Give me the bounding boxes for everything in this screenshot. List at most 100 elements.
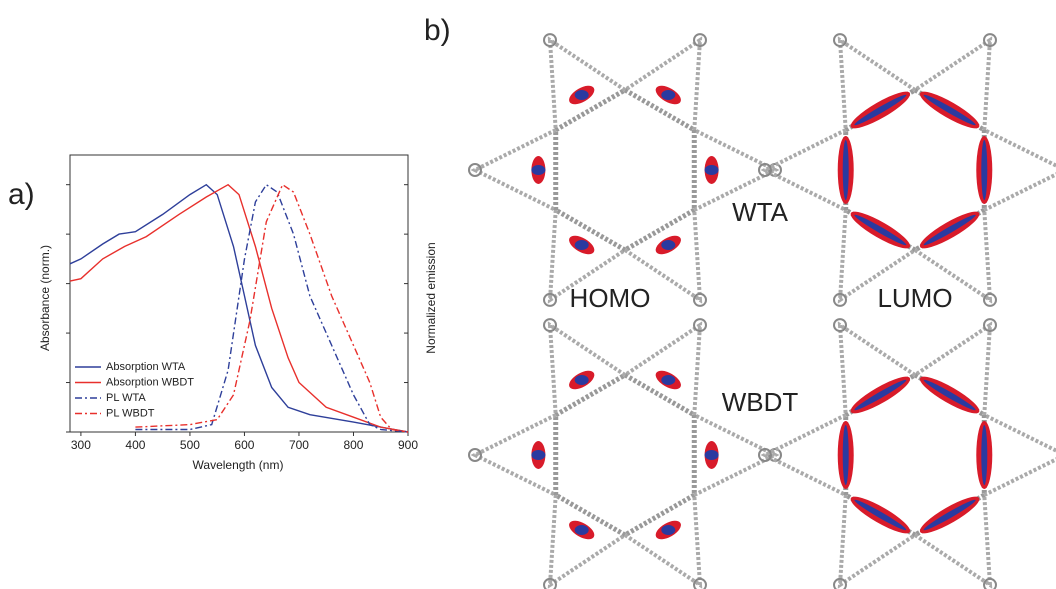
node bbox=[983, 33, 997, 48]
orbital bbox=[574, 375, 589, 385]
node bbox=[833, 318, 847, 333]
x-tick-label: 400 bbox=[125, 438, 145, 452]
orbital bbox=[661, 90, 676, 100]
label: HOMO bbox=[570, 283, 651, 313]
node bbox=[833, 292, 847, 307]
orbital bbox=[854, 214, 907, 246]
node bbox=[693, 577, 707, 589]
orbital bbox=[661, 525, 676, 535]
y2-axis-label: Normalized emission bbox=[424, 242, 438, 353]
orbital bbox=[981, 140, 988, 200]
x-tick-label: 300 bbox=[71, 438, 91, 452]
framework bbox=[758, 318, 1056, 589]
x-axis-label: Wavelength (nm) bbox=[193, 458, 284, 472]
legend-label: PL WTA bbox=[106, 392, 146, 404]
node bbox=[693, 292, 707, 307]
orbital bbox=[574, 90, 589, 100]
arm bbox=[470, 128, 557, 212]
node bbox=[693, 33, 707, 48]
arm bbox=[837, 321, 917, 416]
orbital bbox=[842, 425, 849, 485]
node bbox=[758, 163, 772, 177]
arm bbox=[837, 209, 917, 304]
arm bbox=[913, 494, 993, 589]
orbital bbox=[842, 140, 849, 200]
orbital bbox=[854, 379, 907, 411]
arm bbox=[913, 36, 993, 131]
arm bbox=[983, 413, 1056, 497]
orbital bbox=[574, 240, 589, 250]
panel-label: b) bbox=[424, 14, 451, 47]
label: WTA bbox=[732, 197, 788, 227]
plot-frame bbox=[69, 154, 409, 433]
orbital bbox=[704, 165, 719, 175]
arm bbox=[547, 494, 627, 589]
orbital bbox=[661, 240, 676, 250]
arm bbox=[547, 321, 627, 416]
arm bbox=[913, 321, 993, 416]
arm bbox=[837, 36, 917, 131]
orbital bbox=[854, 499, 907, 531]
orbital bbox=[923, 499, 976, 531]
arm bbox=[623, 321, 703, 416]
x-tick-label: 600 bbox=[234, 438, 254, 452]
orbital bbox=[531, 450, 546, 460]
node bbox=[468, 163, 482, 177]
orbital bbox=[531, 165, 546, 175]
x-tick-label: 500 bbox=[180, 438, 200, 452]
framework bbox=[758, 33, 1056, 307]
legend-label: Absorption WTA bbox=[106, 361, 186, 373]
orbital bbox=[704, 450, 719, 460]
orbital bbox=[661, 375, 676, 385]
arm bbox=[623, 494, 703, 589]
arm bbox=[760, 128, 847, 212]
series-line bbox=[69, 183, 409, 433]
series-line bbox=[135, 183, 409, 433]
x-tick-label: 900 bbox=[398, 438, 418, 452]
arm bbox=[983, 128, 1056, 212]
series-line bbox=[69, 183, 409, 433]
node bbox=[468, 448, 482, 462]
orbital bbox=[981, 425, 988, 485]
node bbox=[543, 292, 557, 307]
arm bbox=[693, 413, 780, 497]
node bbox=[833, 33, 847, 48]
panel-label: a) bbox=[8, 178, 35, 211]
arm bbox=[837, 494, 917, 589]
arm bbox=[547, 209, 627, 304]
node bbox=[983, 577, 997, 589]
orbital bbox=[923, 94, 976, 126]
x-tick-label: 700 bbox=[289, 438, 309, 452]
node bbox=[983, 292, 997, 307]
orbital bbox=[923, 379, 976, 411]
series-line bbox=[135, 183, 409, 433]
node bbox=[983, 318, 997, 333]
legend-label: PL WBDT bbox=[106, 407, 155, 419]
label: WBDT bbox=[722, 387, 799, 417]
node bbox=[693, 318, 707, 333]
arm bbox=[623, 209, 703, 304]
label: LUMO bbox=[877, 283, 952, 313]
node bbox=[833, 577, 847, 589]
arm bbox=[913, 209, 993, 304]
orbital bbox=[854, 94, 907, 126]
arm bbox=[470, 413, 557, 497]
node bbox=[543, 577, 557, 589]
pore bbox=[553, 87, 697, 253]
arm bbox=[547, 36, 627, 131]
arm bbox=[623, 36, 703, 131]
arm bbox=[693, 128, 780, 212]
pore bbox=[553, 372, 697, 538]
orbital bbox=[923, 214, 976, 246]
x-tick-label: 800 bbox=[343, 438, 363, 452]
node bbox=[543, 318, 557, 333]
orbital bbox=[574, 525, 589, 535]
y-axis-label: Absorbance (norm.) bbox=[38, 245, 52, 351]
node bbox=[758, 448, 772, 462]
structures bbox=[468, 33, 1056, 589]
arm bbox=[760, 413, 847, 497]
legend-label: Absorption WBDT bbox=[106, 376, 194, 388]
node bbox=[543, 33, 557, 48]
framework bbox=[468, 33, 782, 307]
